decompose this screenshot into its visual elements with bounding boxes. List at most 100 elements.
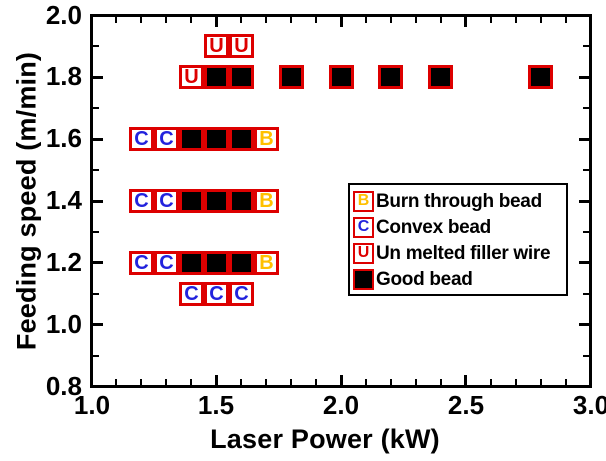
x-tick [589,375,592,385]
y-tick [93,293,99,295]
x-tick [365,17,367,23]
x-tick [490,17,492,23]
data-point-marker: C [154,251,179,275]
x-tick [290,17,292,23]
y-tick [93,45,99,47]
x-tick [315,379,317,385]
data-point-marker [204,189,229,213]
legend-row: U Un melted filler wire [353,240,566,266]
x-tick [215,375,218,385]
data-point-marker: C [229,282,254,306]
legend-row: C Convex bead [353,214,566,240]
x-tick [415,17,417,23]
x-tick [464,375,467,385]
y-tick [579,14,589,17]
data-point-marker: C [179,282,204,306]
data-point-marker [229,189,254,213]
y-tick [93,355,99,357]
x-tick [515,17,517,23]
data-point-marker: U [204,34,229,58]
y-tick [583,355,589,357]
data-point-marker: C [129,127,154,151]
x-tick [464,17,467,27]
y-tick-label: 1.2 [45,247,82,277]
x-tick [190,17,192,23]
y-tick [579,76,589,79]
x-tick [90,17,93,27]
data-point-marker: U [229,34,254,58]
legend: B Burn through bead C Convex bead U Un melted… [348,183,568,296]
x-tick [315,17,317,23]
data-point-marker [179,189,204,213]
data-point-marker [528,65,553,89]
y-tick-label: 1.4 [45,185,82,215]
legend-row: B Burn through bead [353,188,566,214]
y-tick [579,385,589,388]
y-tick [93,138,103,141]
x-tick [265,17,267,23]
x-tick [140,379,142,385]
y-tick [93,231,99,233]
x-tick-label: 2.0 [322,390,360,420]
data-point-marker [229,127,254,151]
y-tick [93,200,103,203]
x-tick [440,17,442,23]
x-tick [215,17,218,27]
y-tick [583,107,589,109]
data-point-marker [378,65,403,89]
legend-row: Good bead [353,266,566,292]
x-tick [340,17,343,27]
legend-label: Un melted filler wire [376,242,551,264]
data-point-marker: B [254,251,279,275]
legend-marker-icon: C [353,216,374,238]
y-tick [93,323,103,326]
y-tick-label: 1.8 [45,61,82,91]
x-tick [115,17,117,23]
x-tick [290,379,292,385]
data-point-marker [329,65,354,89]
y-tick [583,45,589,47]
y-tick-label: 2.0 [45,0,82,30]
x-tick [390,17,392,23]
data-point-marker [179,251,204,275]
data-point-marker [428,65,453,89]
x-tick [265,379,267,385]
y-tick [579,261,589,264]
data-point-marker [229,251,254,275]
y-tick-label: 1.0 [45,309,82,339]
data-point-marker: C [154,127,179,151]
data-point-marker: C [204,282,229,306]
data-point-marker: B [254,189,279,213]
x-tick [90,375,93,385]
data-point-marker [279,65,304,89]
legend-marker-icon: U [353,242,374,264]
x-tick [240,17,242,23]
y-tick-label: 0.8 [45,371,82,401]
y-tick [93,169,99,171]
data-point-marker: C [129,251,154,275]
y-tick [93,261,103,264]
x-tick [340,375,343,385]
x-tick [515,379,517,385]
y-tick [583,169,589,171]
x-tick [540,17,542,23]
x-tick-label: 1.0 [73,390,111,420]
legend-label: Burn through bead [376,190,542,212]
y-tick [93,76,103,79]
x-tick [165,379,167,385]
x-tick [140,17,142,23]
data-point-marker [204,127,229,151]
data-point-marker [204,65,229,89]
x-tick [415,379,417,385]
x-tick [490,379,492,385]
x-tick [565,379,567,385]
x-tick-label: 3.0 [572,390,606,420]
x-tick [190,379,192,385]
x-tick [365,379,367,385]
y-tick [583,231,589,233]
y-tick [579,200,589,203]
x-axis-title: Laser Power (kW) [210,424,440,454]
y-tick [93,385,103,388]
x-tick [115,379,117,385]
